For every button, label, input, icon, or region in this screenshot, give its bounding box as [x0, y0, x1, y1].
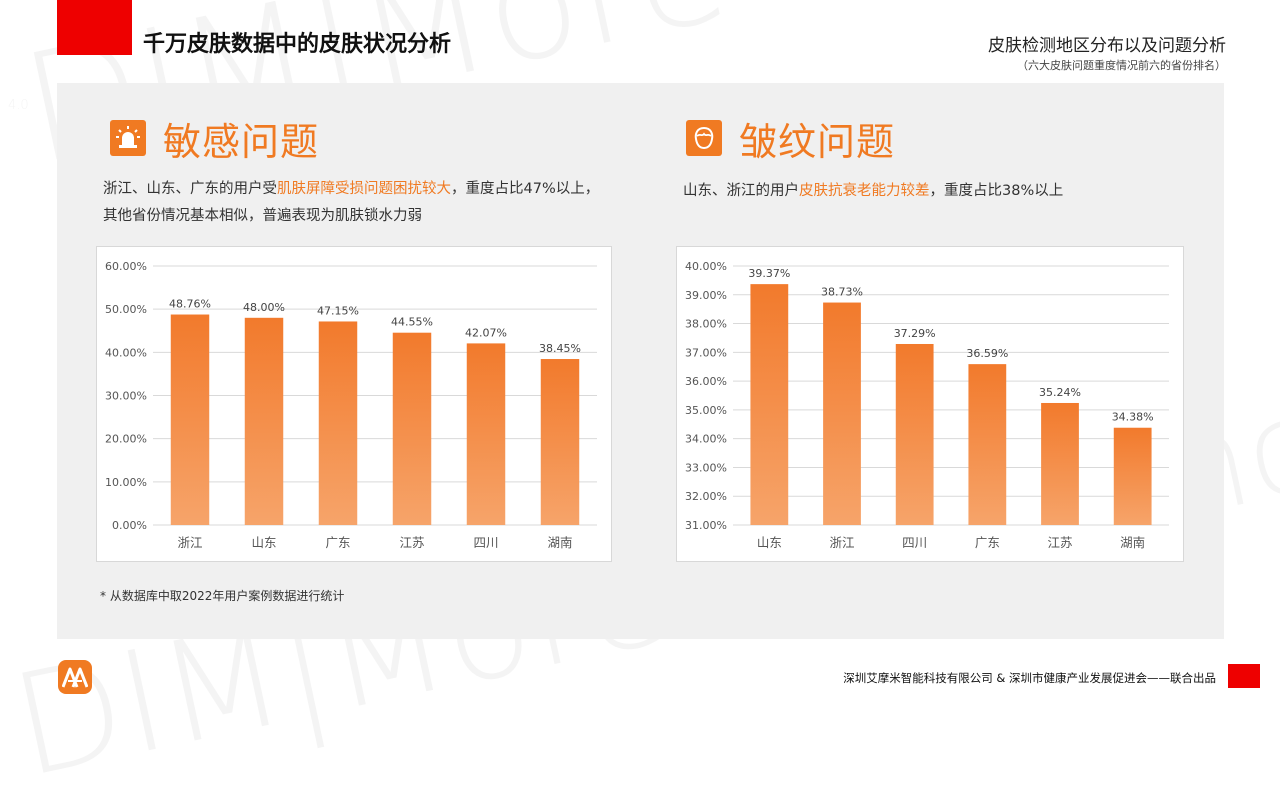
brand-logo-icon: [58, 660, 92, 694]
bar: [823, 302, 861, 525]
sensitivity-heading: 敏感问题: [163, 120, 320, 164]
face-icon: [686, 120, 722, 156]
bar: [968, 364, 1007, 525]
desc-highlight: 肌肤屏障受损问题困扰较大: [277, 181, 451, 197]
x-tick-label: 江苏: [1047, 535, 1072, 550]
bar: [540, 359, 580, 525]
data-label: 47.15%: [317, 304, 359, 317]
y-tick-label: 20.00%: [105, 433, 147, 446]
bar: [1113, 427, 1152, 525]
y-tick-label: 32.00%: [685, 490, 727, 503]
wrinkle-bar-chart: 31.00% 32.00% 33.00% 34.00% 35.00% 36.00% 37.0…: [685, 260, 1169, 550]
sensitivity-chart: 0.00% 10.00% 20.00% 30.00% 40.00% 50.00% 60.00…: [96, 246, 612, 562]
y-tick-label: 37.00%: [685, 346, 727, 359]
x-tick-label: 浙江: [829, 535, 854, 550]
y-tick-label: 38.00%: [685, 318, 727, 331]
x-tick-label: 山东: [251, 535, 276, 550]
wrinkle-heading: 皱纹问题: [739, 120, 896, 164]
bar: [1041, 402, 1079, 525]
data-label: 48.00%: [243, 301, 285, 314]
bar: [750, 284, 789, 525]
bar: [392, 332, 432, 525]
wrinkle-description: 山东、浙江的用户皮肤抗衰老能力较差，重度占比38%以上: [683, 178, 1183, 205]
x-tick-label: 山东: [757, 535, 782, 550]
y-tick-label: 60.00%: [105, 260, 147, 273]
y-tick-label: 35.00%: [685, 404, 727, 417]
data-label: 34.38%: [1112, 411, 1154, 424]
x-tick-label: 湖南: [547, 535, 572, 550]
watermark: 4.0: [8, 98, 29, 113]
footer-red-block: [1228, 664, 1260, 688]
y-tick-label: 10.00%: [105, 476, 147, 489]
sensitivity-description: 浙江、山东、广东的用户受肌肤屏障受损问题困扰较大，重度占比47%以上，其他省份情…: [103, 176, 603, 230]
header-red-block: [57, 0, 132, 55]
data-label: 42.07%: [465, 326, 507, 339]
data-label: 44.55%: [391, 316, 433, 329]
desc-text: 山东、浙江的用户: [683, 183, 799, 199]
y-tick-label: 30.00%: [105, 390, 147, 403]
data-label: 38.73%: [821, 286, 863, 299]
page-title: 千万皮肤数据中的皮肤状况分析: [143, 32, 452, 57]
bar: [170, 314, 210, 525]
x-tick-label: 江苏: [399, 535, 424, 550]
desc-text: ，重度占比47%以上，其他省份情况基本相似，普遍表现为肌肤锁水力弱: [103, 181, 600, 224]
section-subtitle: （六大皮肤问题重度情况前六的省份排名）: [1017, 59, 1226, 72]
footer-credit: 深圳艾摩米智能科技有限公司 & 深圳市健康产业发展促进会——联合出品: [843, 671, 1216, 685]
x-tick-label: 广东: [325, 535, 350, 550]
bar: [895, 343, 934, 525]
data-label: 36.59%: [966, 347, 1008, 360]
x-tick-label: 四川: [902, 535, 927, 550]
sensitivity-bar-chart: 0.00% 10.00% 20.00% 30.00% 40.00% 50.00% 60.00…: [105, 260, 597, 550]
y-tick-label: 40.00%: [685, 260, 727, 273]
data-label: 48.76%: [169, 298, 211, 311]
bar: [244, 317, 284, 525]
section-title: 皮肤检测地区分布以及问题分析: [988, 36, 1226, 56]
desc-text: 浙江、山东、广东的用户受: [103, 181, 277, 197]
footnote: * 从数据库中取2022年用户案例数据进行统计: [100, 589, 345, 603]
y-tick-label: 36.00%: [685, 375, 727, 388]
x-tick-label: 四川: [473, 535, 498, 550]
data-label: 37.29%: [894, 327, 936, 340]
desc-highlight: 皮肤抗衰老能力较差: [799, 183, 930, 199]
x-tick-label: 湖南: [1120, 535, 1145, 550]
y-tick-label: 33.00%: [685, 461, 727, 474]
data-label: 38.45%: [539, 342, 581, 355]
y-tick-label: 34.00%: [685, 433, 727, 446]
y-tick-label: 39.00%: [685, 289, 727, 302]
x-tick-label: 浙江: [177, 535, 202, 550]
bar: [318, 321, 358, 525]
y-tick-label: 0.00%: [112, 519, 147, 532]
x-tick-label: 广东: [975, 535, 1000, 550]
wrinkle-chart: 31.00% 32.00% 33.00% 34.00% 35.00% 36.00% 37.0…: [676, 246, 1184, 562]
data-label: 35.24%: [1039, 386, 1081, 399]
desc-text: ，重度占比38%以上: [929, 183, 1064, 199]
y-tick-label: 50.00%: [105, 303, 147, 316]
data-label: 39.37%: [748, 267, 790, 280]
bar: [466, 343, 506, 525]
y-tick-label: 31.00%: [685, 519, 727, 532]
alarm-icon: [110, 120, 146, 156]
y-tick-label: 40.00%: [105, 346, 147, 359]
